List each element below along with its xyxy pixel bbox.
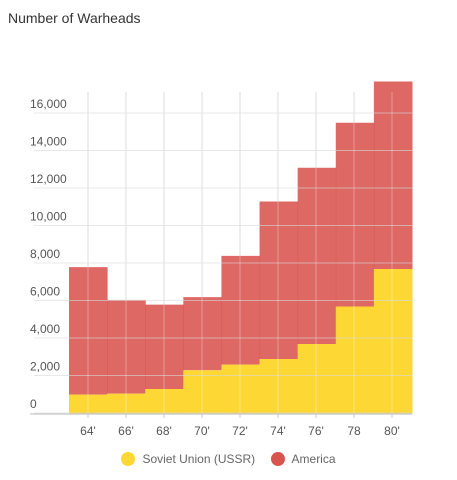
bar-ussr-67 [145, 389, 184, 414]
x-tick-label: 64' [80, 424, 96, 438]
y-tick-label: 8,000 [30, 247, 60, 261]
y-tick-label: 10,000 [30, 210, 67, 224]
bar-america-79 [373, 81, 413, 269]
bar-america-63 [69, 267, 108, 395]
y-tick-label: 0 [30, 397, 37, 411]
x-tick-label: 76' [308, 424, 324, 438]
bar-america-73 [259, 201, 299, 359]
x-tick-label: 78 [347, 424, 361, 438]
chart-title: Number of Warheads [8, 10, 141, 26]
bar-ussr-79 [373, 269, 413, 414]
bar-ussr-69 [183, 370, 222, 414]
legend-swatch-america [270, 452, 285, 466]
legend-label-america: America [291, 452, 336, 466]
y-tick-label: 6,000 [30, 285, 60, 299]
bar-america-65 [107, 299, 146, 394]
x-tick-label: 70' [194, 424, 210, 438]
x-tick-label: 80' [384, 424, 400, 438]
x-tick-label: 74' [270, 424, 286, 438]
legend-label-ussr: Soviet Union (USSR) [142, 452, 256, 466]
legend-item-america[interactable]: America [270, 452, 336, 466]
x-tick-label: 72' [232, 424, 248, 438]
bar-ussr-75 [297, 344, 337, 414]
y-tick-label: 14,000 [30, 135, 67, 149]
legend-swatch-ussr [121, 452, 136, 466]
bar-ussr-77 [335, 306, 375, 414]
bar-ussr-63 [69, 394, 108, 414]
y-tick-label: 2,000 [30, 360, 60, 374]
y-tick-label: 4,000 [30, 322, 60, 336]
bar-america-71 [221, 255, 261, 365]
bar-america-67 [145, 304, 184, 389]
bar-ussr-71 [221, 364, 261, 414]
bar-america-69 [183, 297, 222, 371]
bar-america-75 [297, 167, 337, 344]
bar-ussr-73 [259, 359, 299, 414]
y-tick-label: 16,000 [30, 97, 67, 111]
x-tick-label: 68' [156, 424, 172, 438]
legend-item-ussr[interactable]: Soviet Union (USSR) [121, 452, 255, 466]
y-tick-label: 12,000 [30, 172, 67, 186]
legend: Soviet Union (USSR) America [0, 452, 457, 469]
bar-ussr-65 [107, 393, 146, 414]
x-tick-label: 66' [118, 424, 134, 438]
bar-america-77 [335, 122, 375, 307]
